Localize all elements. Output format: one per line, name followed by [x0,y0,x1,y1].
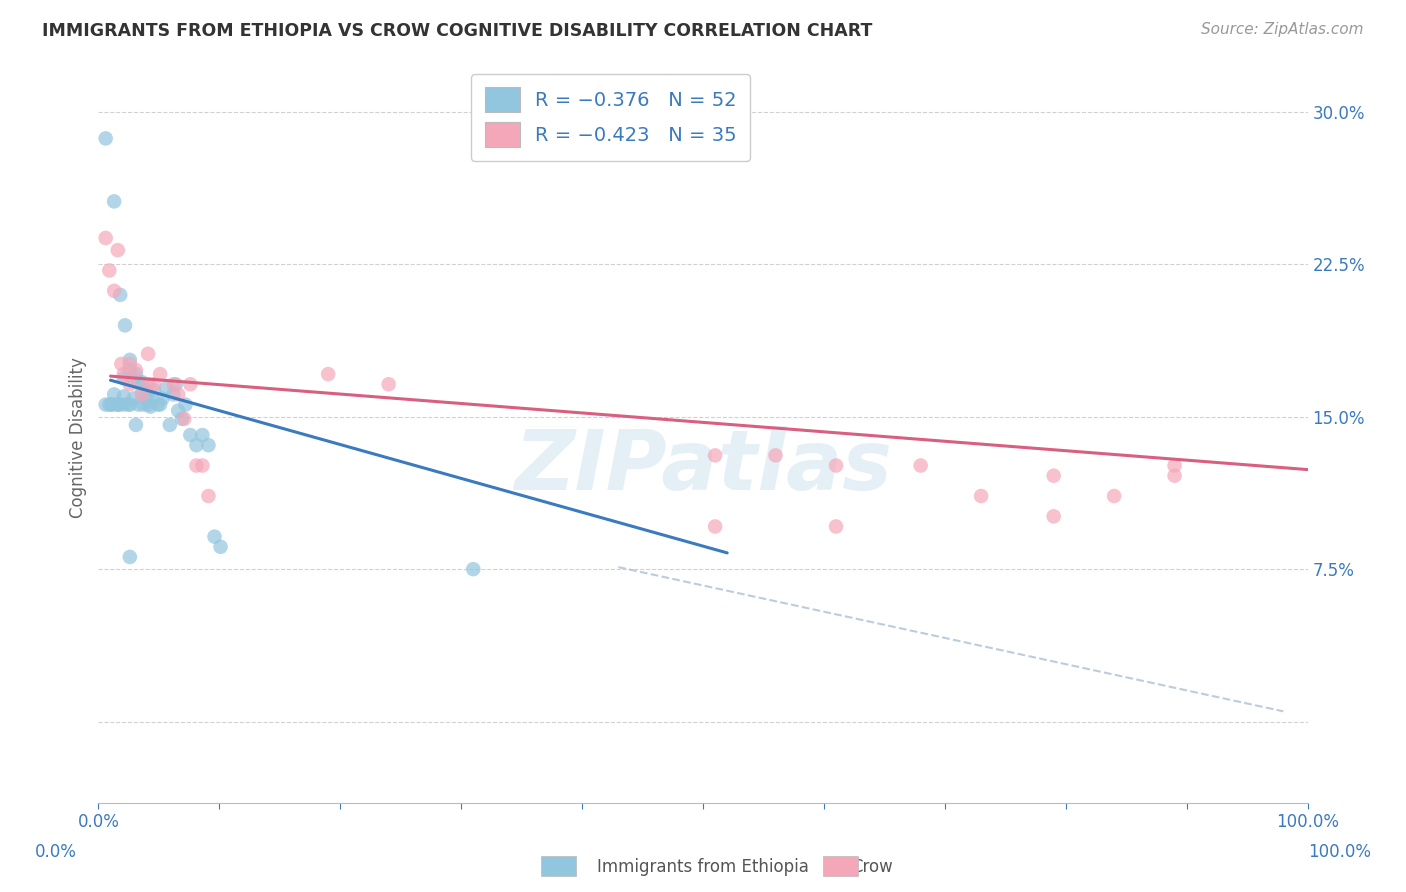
Point [94,398,117,412]
Point [100,398,122,412]
Point [127,398,149,412]
Point [118,352,141,367]
Point [118,357,141,371]
Point [143,377,166,392]
Point [765,448,787,462]
Point [94,231,117,245]
Point [112,367,135,381]
Text: 100.0%: 100.0% [1308,843,1371,861]
Point [118,549,141,564]
Point [910,458,932,473]
Point [174,398,197,412]
Point [131,387,153,401]
Text: 0.0%: 0.0% [35,843,77,861]
Point [118,363,141,377]
Point [125,363,148,377]
Point [114,318,136,333]
Point [94,131,117,145]
Point [125,367,148,381]
Point [825,458,848,473]
Point [1102,489,1125,503]
Point [146,398,169,412]
Point [1163,468,1185,483]
Point [167,403,190,417]
Text: IMMIGRANTS FROM ETHIOPIA VS CROW COGNITIVE DISABILITY CORRELATION CHART: IMMIGRANTS FROM ETHIOPIA VS CROW COGNITI… [42,22,873,40]
Point [103,194,125,209]
Point [1042,468,1064,483]
Point [118,398,141,412]
Point [118,377,141,392]
Point [170,412,193,426]
Point [108,288,131,302]
Point [162,387,184,401]
Point [1042,509,1064,524]
Text: ZIPatlas: ZIPatlas [515,425,891,507]
Point [463,562,485,576]
Point [179,428,201,442]
Point [197,438,219,452]
Point [159,417,181,432]
Point [204,530,226,544]
Point [704,519,727,533]
Point [112,398,135,412]
Point [209,540,232,554]
Point [136,377,159,392]
Point [377,377,399,392]
Point [173,412,195,426]
Point [1163,458,1185,473]
Point [143,384,166,398]
Point [165,377,187,392]
Point [136,387,159,401]
Legend: R = −0.376   N = 52, R = −0.423   N = 35: R = −0.376 N = 52, R = −0.423 N = 35 [471,74,751,161]
Point [122,371,145,385]
Point [100,398,122,412]
Point [191,428,214,442]
Point [152,392,174,406]
Text: Immigrants from Ethiopia: Immigrants from Ethiopia [598,858,808,876]
Point [136,393,159,408]
Point [825,519,848,533]
Point [107,243,129,257]
Point [131,375,153,389]
Point [136,347,159,361]
Point [186,458,208,473]
Point [131,385,153,400]
Point [112,389,135,403]
Point [149,398,172,412]
Point [135,384,157,398]
Point [112,371,135,385]
Point [107,398,129,412]
Point [132,398,155,412]
Point [155,381,177,395]
Point [108,398,131,412]
Point [179,377,201,392]
Point [98,263,121,277]
Point [162,377,184,392]
Point [136,398,159,412]
Text: Crow: Crow [851,858,893,876]
Y-axis label: Cognitive Disability: Cognitive Disability [69,357,87,517]
Point [186,438,208,452]
Point [107,398,129,412]
Point [139,400,162,414]
Point [197,489,219,503]
Point [110,357,132,371]
Text: Source: ZipAtlas.com: Source: ZipAtlas.com [1201,22,1364,37]
Point [316,367,339,381]
Point [103,284,125,298]
Point [149,367,172,381]
Point [98,398,121,412]
Point [103,387,125,401]
Point [167,387,190,401]
Point [191,458,214,473]
Point [122,392,145,406]
Point [125,417,148,432]
Point [704,448,727,462]
Point [118,398,141,412]
Point [127,375,149,389]
Point [970,489,993,503]
